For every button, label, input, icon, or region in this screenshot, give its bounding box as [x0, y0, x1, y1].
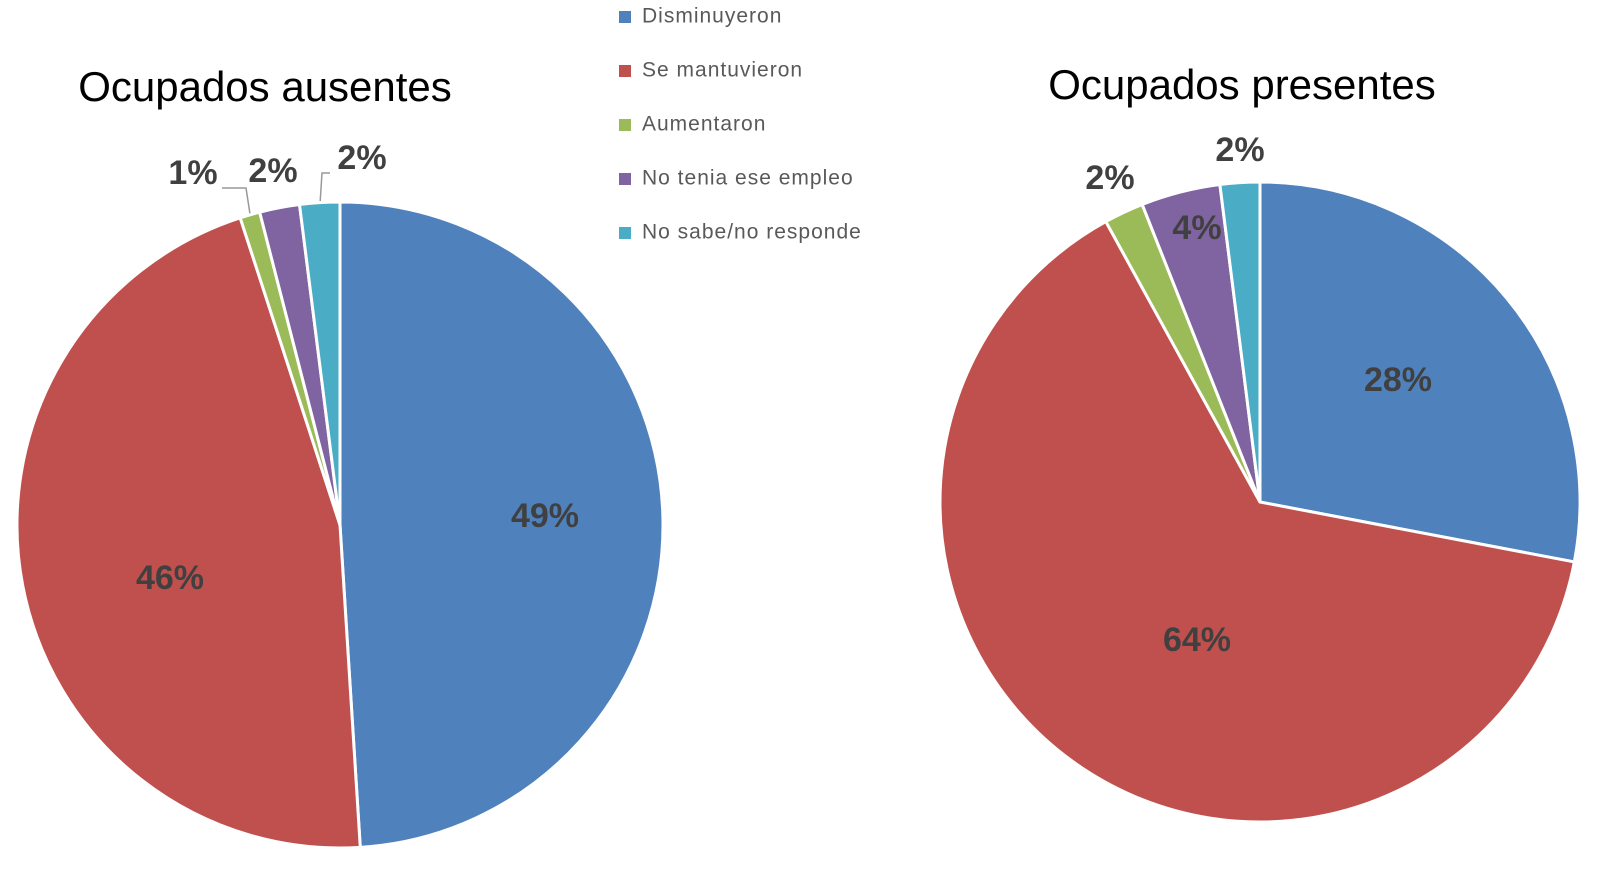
legend-label: Aumentaron	[642, 113, 766, 136]
leader-line	[222, 187, 251, 215]
pie-slice	[1258, 180, 1582, 564]
legend-swatch	[619, 119, 631, 131]
data-label: 49%	[511, 497, 579, 535]
data-label: 2%	[337, 139, 386, 177]
legend-label: Se mantuvieron	[642, 59, 803, 82]
data-label: 28%	[1364, 361, 1432, 399]
chart-title: Ocupados ausentes	[78, 63, 452, 110]
legend-label: Disminuyeron	[642, 5, 782, 28]
legend-label: No sabe/no responde	[642, 221, 862, 244]
data-label: 4%	[1172, 209, 1221, 247]
legend-swatch	[619, 11, 631, 23]
legend-swatch	[619, 227, 631, 239]
legend-label: No tenia ese empleo	[642, 167, 854, 190]
data-label: 1%	[168, 154, 217, 192]
data-label: 2%	[1085, 159, 1134, 197]
pie-slice	[338, 200, 665, 849]
data-label: 64%	[1163, 621, 1231, 659]
data-label: 2%	[1215, 131, 1264, 169]
pie-slice	[297, 200, 342, 526]
legend-swatch	[619, 65, 631, 77]
chart-title: Ocupados presentes	[1048, 61, 1436, 108]
pie-slice	[15, 215, 362, 850]
leader-line	[319, 172, 330, 205]
pie-slice	[1218, 180, 1262, 503]
data-label: 2%	[248, 152, 297, 190]
pie-slice	[938, 219, 1577, 824]
legend-swatch	[619, 173, 631, 185]
data-label: 46%	[136, 559, 204, 597]
